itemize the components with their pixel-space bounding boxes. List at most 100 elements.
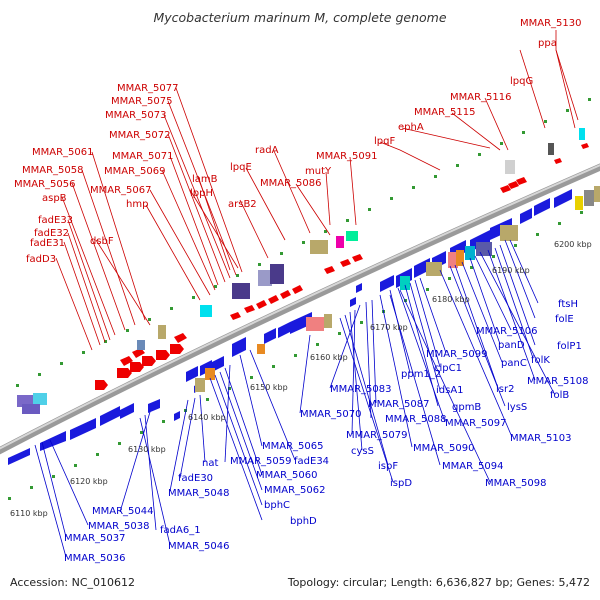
tick-label: 6200 kbp xyxy=(554,240,592,249)
gene-label: fadA6_1 xyxy=(160,525,201,536)
gene-label: fadE34 xyxy=(294,456,329,467)
forward-genes xyxy=(95,143,589,390)
gene-label: lpqE xyxy=(230,162,252,173)
forward-gene-labels: MMAR_5130 ppa lpqG MMAR_5116 MMAR_5115 e… xyxy=(14,18,582,265)
gene-label: ppa xyxy=(538,38,557,49)
gene-label: MMAR_5115 xyxy=(414,107,476,118)
tick-track-outer xyxy=(16,98,591,387)
gene-label: fadE31 xyxy=(30,238,65,249)
gene-label: lsr2 xyxy=(496,384,514,395)
gene-label: lppH xyxy=(190,188,213,199)
gene-label: MMAR_5036 xyxy=(64,553,126,564)
tick-label: 6170 kbp xyxy=(370,323,408,332)
gene-label: MMAR_5108 xyxy=(527,376,589,387)
tick-label: 6180 kbp xyxy=(432,295,470,304)
gene-label: cysS xyxy=(351,446,374,457)
genome-summary: Topology: circular; Length: 6,636,827 bp… xyxy=(287,576,590,589)
gene-label: MMAR_5070 xyxy=(300,409,362,420)
gene-label: MMAR_5086 xyxy=(260,178,322,189)
tick-label: 6130 kbp xyxy=(128,445,166,454)
gene-label: MMAR_5044 xyxy=(92,506,154,517)
gene-label: lysS xyxy=(507,402,527,413)
gene-label: MMAR_5087 xyxy=(368,399,430,410)
gene-label: gpmB xyxy=(452,402,481,413)
gene-label: MMAR_5077 xyxy=(117,83,179,94)
gene-label: ispD xyxy=(390,478,412,489)
gene-label: MMAR_5061 xyxy=(32,147,94,158)
gene-label: MMAR_5062 xyxy=(264,485,326,496)
gene-label: clpC1 xyxy=(434,363,462,374)
gene-label: lamB xyxy=(192,174,218,185)
gene-label: MMAR_5048 xyxy=(168,488,230,499)
tick-label: 6160 kbp xyxy=(310,353,348,362)
gene-label: MMAR_5079 xyxy=(346,430,408,441)
gene-label: aspB xyxy=(42,193,67,204)
gene-label: MMAR_5098 xyxy=(485,478,547,489)
reverse-gene-labels: ftsH folE folP1 folK MMAR_5108 folB MMAR… xyxy=(64,299,589,564)
map-title: Mycobacterium marinum M, complete genome xyxy=(153,10,446,25)
tick-label: 6140 kbp xyxy=(188,413,226,422)
gene-label: folE xyxy=(555,314,574,325)
tick-label: 6110 kbp xyxy=(10,509,48,518)
gene-label: MMAR_5072 xyxy=(109,130,171,141)
accession-label: Accession: NC_010612 xyxy=(10,576,135,589)
gene-label: folP1 xyxy=(557,341,582,352)
gene-label: ephA xyxy=(398,122,424,133)
gene-label: MMAR_5075 xyxy=(111,96,173,107)
gene-label: bphD xyxy=(290,516,317,527)
gene-label: MMAR_5103 xyxy=(510,433,572,444)
tick-label: 6120 kbp xyxy=(70,477,108,486)
tick-label: 6190 kbp xyxy=(492,266,530,275)
gene-label: nat xyxy=(202,458,218,469)
gene-label: ftsH xyxy=(558,299,578,310)
gene-label: MMAR_5094 xyxy=(442,461,504,472)
gene-label: panD xyxy=(498,340,525,351)
tick-labels: 6110 kbp 6120 kbp 6130 kbp 6140 kbp 6150… xyxy=(10,240,592,518)
gene-label: ispF xyxy=(378,461,398,472)
gene-label: mutY xyxy=(305,166,332,177)
gene-label: MMAR_5038 xyxy=(88,521,150,532)
gene-label: MMAR_5037 xyxy=(64,533,126,544)
gene-label: panC xyxy=(501,358,527,369)
gene-label: MMAR_5060 xyxy=(256,470,318,481)
gene-label: dsbF xyxy=(90,236,114,247)
gene-label: ppm1_2 xyxy=(401,369,441,380)
gene-label: folB xyxy=(550,390,569,401)
gene-label: MMAR_5056 xyxy=(14,179,76,190)
gene-label: fadE33 xyxy=(38,215,73,226)
gene-label: radA xyxy=(255,145,279,156)
gene-label: bphC xyxy=(264,500,290,511)
gene-label: idsA1 xyxy=(436,385,464,396)
gene-label: fadE30 xyxy=(178,473,213,484)
gene-label: MMAR_5130 xyxy=(520,18,582,29)
gene-label: MMAR_5116 xyxy=(450,92,512,103)
forward-leader-lines xyxy=(55,30,579,351)
gene-label: MMAR_5058 xyxy=(22,165,84,176)
gene-label: MMAR_5090 xyxy=(413,443,475,454)
gene-label: MMAR_5046 xyxy=(168,541,230,552)
gene-label: MMAR_5083 xyxy=(330,384,392,395)
gene-label: MMAR_5099 xyxy=(426,349,488,360)
gene-label: MMAR_5073 xyxy=(105,110,167,121)
gene-label: folK xyxy=(531,355,550,366)
reverse-features xyxy=(195,186,600,392)
gene-label: MMAR_5106 xyxy=(476,326,538,337)
gene-label: MMAR_5088 xyxy=(385,414,447,425)
gene-label: hmp xyxy=(126,199,148,210)
genome-backbone xyxy=(0,163,600,455)
gene-label: MMAR_5065 xyxy=(262,441,324,452)
gene-label: MMAR_5091 xyxy=(316,151,378,162)
forward-features xyxy=(17,128,585,414)
gene-label: fadD3 xyxy=(26,254,56,265)
gene-label: MMAR_5071 xyxy=(112,151,174,162)
reverse-leader-lines xyxy=(34,239,556,558)
gene-label: lpqF xyxy=(374,136,395,147)
gene-label: arsB2 xyxy=(228,199,257,210)
tick-track-inner xyxy=(8,211,583,500)
gene-label: MMAR_5067 xyxy=(90,185,152,196)
tick-label: 6150 kbp xyxy=(250,383,288,392)
gene-label: MMAR_5097 xyxy=(445,418,507,429)
gene-label: MMAR_5059 xyxy=(230,456,292,467)
gene-label: MMAR_5069 xyxy=(104,166,166,177)
